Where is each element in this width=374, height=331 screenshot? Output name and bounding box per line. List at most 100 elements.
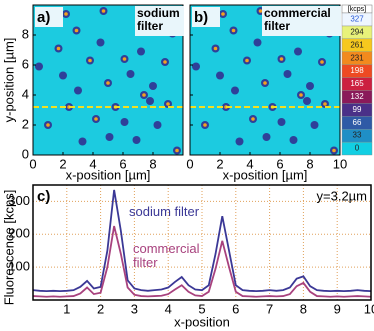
y-tick-label: 100	[8, 259, 30, 274]
spot-core	[56, 46, 61, 51]
spot	[149, 82, 157, 90]
annotation: commercial filter	[262, 6, 341, 36]
spot-core	[142, 93, 146, 97]
spot-core	[106, 81, 110, 85]
x-axis-label: x-position [µm]	[66, 167, 151, 182]
spot	[132, 136, 141, 144]
x-tick-label: 8	[306, 156, 313, 171]
spot	[294, 47, 302, 56]
spot	[78, 137, 87, 146]
cut-label: y=3.2µm	[317, 188, 367, 203]
spot	[153, 121, 162, 129]
legend-label: sodium filter	[129, 204, 200, 219]
x-axis-label: x-position [µm]	[223, 167, 308, 182]
spot	[105, 133, 114, 141]
y-axis-label: y-position [µm]	[1, 38, 16, 123]
line-series	[32, 189, 372, 293]
x-tick-label: 5	[198, 301, 205, 316]
panel-label: a)	[37, 9, 50, 26]
colorbar-tick-label: 0	[355, 144, 360, 153]
spot-core	[74, 28, 79, 33]
frame	[32, 184, 372, 301]
y-tick-label: 0	[22, 146, 29, 161]
spot	[216, 71, 224, 80]
colorbar-tick-label: 66	[353, 118, 362, 127]
spot	[310, 121, 319, 129]
label-bg	[35, 7, 63, 27]
frame	[32, 4, 184, 156]
colorbar-tick-label: 33	[353, 131, 362, 140]
x-tick-label: 0	[29, 156, 36, 171]
spot	[303, 97, 311, 105]
spot	[192, 62, 200, 71]
spot-core	[203, 123, 207, 127]
spot-core	[88, 58, 92, 63]
spot-core	[258, 9, 263, 13]
spot-core	[166, 102, 170, 106]
spot	[35, 62, 43, 71]
colorbar-tick-label: 132	[350, 92, 364, 101]
y-axis-label: Fluorescence [kcps]	[1, 190, 16, 306]
x-tick-label: 6	[276, 156, 283, 171]
x-tick-label: 2	[97, 301, 104, 316]
spot	[137, 47, 145, 56]
y-tick-label: 2	[22, 116, 29, 131]
x-tick-label: 3	[131, 301, 138, 316]
x-tick-label: 10	[333, 156, 347, 171]
x-tick-label: 6	[119, 156, 126, 171]
spot-core	[221, 12, 225, 16]
colorbar-tick-label: 327	[350, 15, 364, 24]
y-tick-label: 200	[8, 226, 30, 241]
x-tick-label: 8	[300, 301, 307, 316]
colorbar-label: [kcps]	[348, 6, 366, 13]
x-tick-label: 0	[186, 156, 193, 171]
spot-core	[263, 81, 267, 85]
spot-core	[231, 28, 236, 33]
spot-core	[163, 60, 167, 64]
spot	[262, 133, 271, 141]
x-axis-label: x-position	[174, 314, 230, 329]
spot-core	[213, 46, 218, 51]
line-series	[32, 225, 372, 298]
frame	[189, 4, 341, 156]
y-tick-label: 8	[22, 26, 29, 41]
colorbar-tick-label: 165	[350, 79, 364, 88]
x-tick-label: 2	[59, 156, 66, 171]
spot-core	[175, 148, 179, 153]
spot	[74, 86, 82, 95]
spot-core	[46, 123, 50, 127]
spot	[253, 38, 262, 47]
spot-core	[122, 57, 127, 61]
annotation: sodium filter	[135, 6, 184, 36]
x-tick-label: 4	[246, 156, 253, 171]
spot-core	[279, 57, 284, 61]
spot-core	[299, 93, 303, 97]
legend-label: commercial filter	[133, 241, 200, 270]
spot	[59, 71, 67, 80]
spot-core	[320, 60, 324, 64]
x-tick-label: 6	[232, 301, 239, 316]
x-tick-label: 9	[334, 301, 341, 316]
colorbar-tick-label: 99	[353, 105, 362, 114]
spot	[96, 38, 105, 47]
spot	[306, 82, 314, 90]
colorbar-cell	[341, 12, 373, 27]
panel-label: b)	[194, 9, 208, 26]
spot	[235, 137, 244, 146]
spot	[283, 70, 292, 78]
colorbar-tick-label: 261	[350, 40, 364, 49]
x-tick-label: 7	[266, 301, 273, 316]
spot-core	[245, 58, 249, 63]
spot	[289, 136, 298, 144]
colorbar-tick-label: 231	[350, 53, 364, 62]
y-tick-label: 4	[22, 86, 29, 101]
x-tick-label: 10	[364, 301, 374, 316]
spot	[146, 97, 154, 105]
spot	[277, 118, 286, 126]
x-tick-label: 1	[63, 301, 70, 316]
spot-core	[251, 117, 255, 121]
spot	[120, 118, 129, 126]
x-tick-label: 4	[89, 156, 96, 171]
